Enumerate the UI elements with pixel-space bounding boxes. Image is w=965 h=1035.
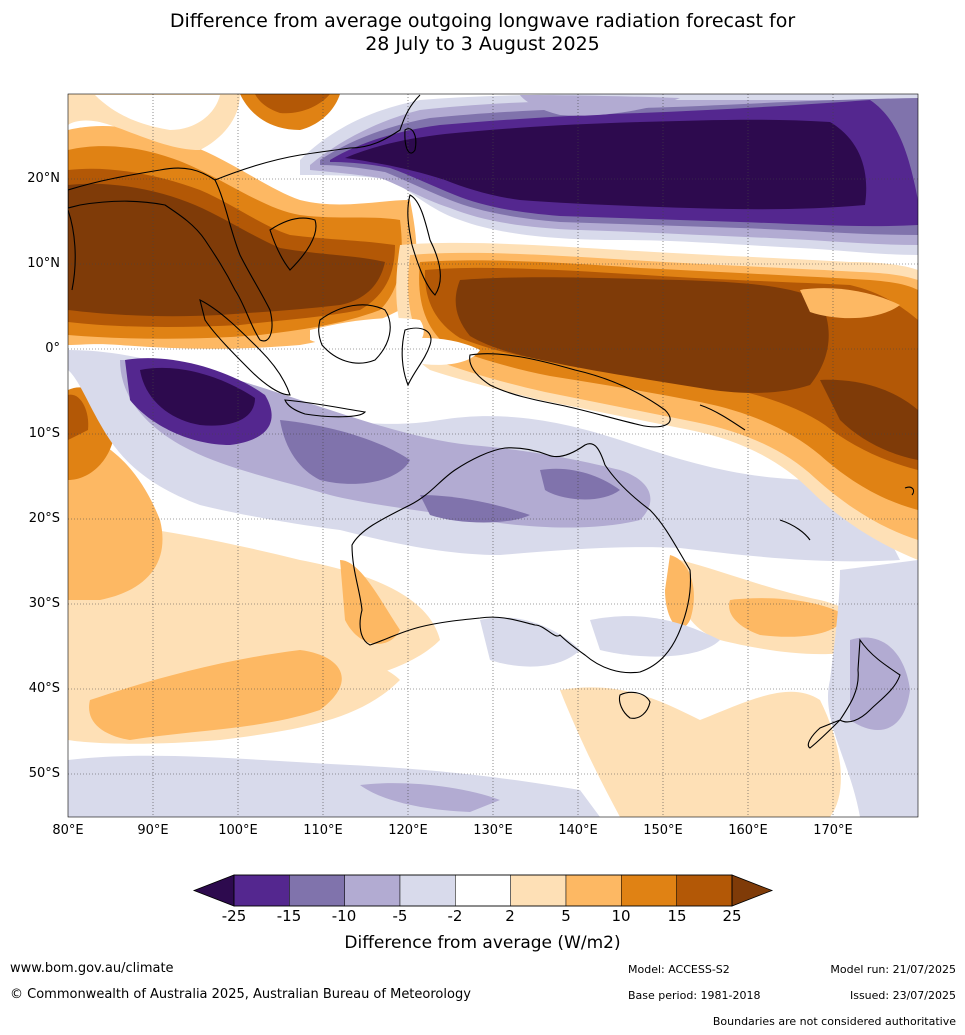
map-title: Difference from average outgoing longwav… <box>0 10 965 56</box>
colorbar-label: Difference from average (W/m2) <box>344 933 621 953</box>
lon-label-170e: 170°E <box>813 823 853 838</box>
footer-model-run: Model run: 21/07/2025 <box>830 963 956 976</box>
lat-label-50s: 50°S <box>28 766 60 781</box>
olr-anomaly-map <box>67 93 919 818</box>
footer-copyright: © Commonwealth of Australia 2025, Austra… <box>10 987 471 1002</box>
lat-label-20n: 20°N <box>27 171 60 186</box>
colorbar-tick-m2: -2 <box>447 907 463 925</box>
map-frame <box>67 93 919 818</box>
coastlines <box>68 94 915 749</box>
philippines-coastline <box>407 194 441 296</box>
colorbar-segment <box>344 874 401 907</box>
se-asia-coastline <box>68 167 273 342</box>
new-guinea-coastline <box>469 353 671 428</box>
lon-label-130e: 130°E <box>473 823 513 838</box>
colorbar-segment <box>676 874 733 907</box>
lat-label-30s: 30°S <box>28 596 60 611</box>
colorbar-tick-m5: -5 <box>392 907 408 925</box>
footer-model: Model: ACCESS-S2 <box>628 963 730 976</box>
colorbar-segment <box>565 874 622 907</box>
lat-label-20s: 20°S <box>28 511 60 526</box>
colorbar-frame <box>233 874 733 907</box>
borneo-coastline <box>318 304 391 364</box>
colorbar-tick-m25: -25 <box>221 907 247 925</box>
colorbar-extend-low <box>192 874 235 907</box>
gridlines <box>68 94 918 817</box>
lat-label-10s: 10°S <box>28 426 60 441</box>
colorbar-segment <box>510 874 567 907</box>
lon-label-110e: 110°E <box>303 823 343 838</box>
colorbar-segment <box>233 874 290 907</box>
new-zealand-coastline <box>839 638 901 723</box>
lon-label-140e: 140°E <box>558 823 598 838</box>
java-coastline <box>284 399 367 418</box>
colorbar-tick-m15: -15 <box>276 907 302 925</box>
colorbar-tick-m10: -10 <box>331 907 357 925</box>
colorbar-tick-25: 25 <box>722 907 742 925</box>
colorbar-tick-10: 10 <box>611 907 631 925</box>
colorbar-segment <box>455 874 511 907</box>
lat-label-0: 0° <box>45 341 60 356</box>
lon-label-80e: 80°E <box>52 823 84 838</box>
lon-label-120e: 120°E <box>388 823 428 838</box>
footer-disclaimer: Boundaries are not considered authoritat… <box>712 1015 956 1028</box>
colorbar-extend-high <box>731 874 774 907</box>
colorbar-tick-15: 15 <box>667 907 687 925</box>
colorbar-segment <box>399 874 456 907</box>
title-line-1: Difference from average outgoing longwav… <box>169 10 796 32</box>
sumatra-coastline <box>199 298 291 396</box>
colorbar-segment <box>289 874 345 907</box>
colorbar-tick-2: 2 <box>505 907 515 925</box>
lat-label-10n: 10°N <box>27 256 60 271</box>
lat-label-40s: 40°S <box>28 681 60 696</box>
lon-label-100e: 100°E <box>218 823 258 838</box>
lon-label-90e: 90°E <box>137 823 169 838</box>
lon-label-160e: 160°E <box>728 823 768 838</box>
tasmania-coastline <box>618 691 651 719</box>
footer-base-period: Base period: 1981-2018 <box>628 989 761 1002</box>
australia-coastline <box>351 443 692 674</box>
colorbar-tick-5: 5 <box>561 907 571 925</box>
footer-issued: Issued: 23/07/2025 <box>849 989 956 1002</box>
title-line-2: 28 July to 3 August 2025 <box>365 33 600 55</box>
colorbar-segment <box>621 874 677 907</box>
footer-url[interactable]: www.bom.gov.au/climate <box>10 961 174 976</box>
sulawesi-coastline <box>401 327 432 387</box>
lon-label-150e: 150°E <box>643 823 683 838</box>
